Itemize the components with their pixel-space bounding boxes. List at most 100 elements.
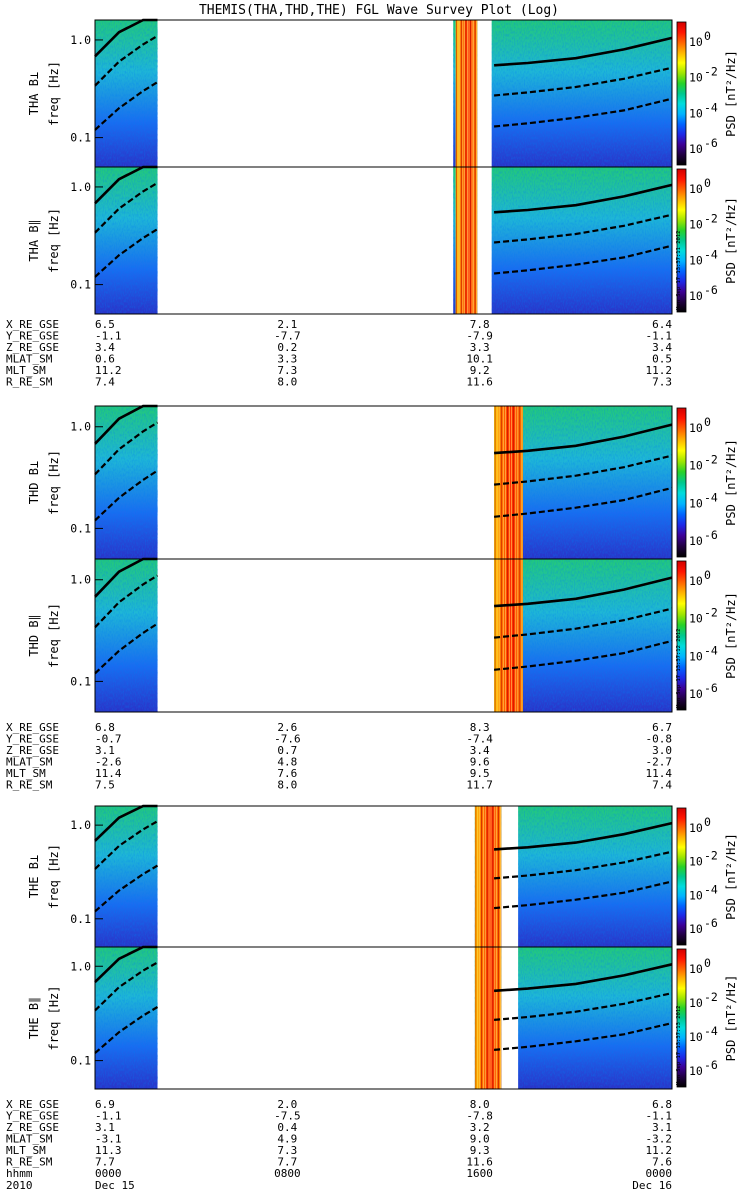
ephemeris-row-name: MLT_SM — [6, 1144, 46, 1157]
colorbar-tick-exponent: 0 — [704, 176, 711, 190]
spectrogram-texture — [95, 559, 158, 712]
colorbar-tick-base: 10 — [689, 821, 703, 835]
ephemeris-value: -7.6 — [274, 733, 301, 746]
colorbar — [676, 168, 687, 313]
gyrofrequency-curve — [494, 850, 673, 880]
colorbar-tick-base: 10 — [689, 35, 703, 49]
ephemeris-value: -7.8 — [466, 1110, 493, 1123]
panel-frame — [94, 558, 673, 713]
gyrofrequency-curve — [493, 1022, 673, 1051]
gyrofrequency-curve — [494, 821, 673, 851]
colorbar-tick-base: 10 — [689, 106, 703, 120]
gyrofrequency-curve — [493, 486, 673, 518]
colorbar-tick-exponent: -6 — [704, 681, 718, 695]
ephemeris-value: 0.7 — [277, 744, 297, 757]
time-tick-label: 1600 — [466, 1167, 493, 1180]
colorbar-tick-base: 10 — [689, 687, 703, 701]
ephemeris-value: 11.3 — [95, 1144, 122, 1157]
ephemeris-value: 0.5 — [652, 353, 672, 366]
ephemeris-row-name: MLAT_SM — [6, 353, 53, 366]
spectrogram-texture — [95, 167, 158, 314]
ephemeris-value: -7.7 — [274, 330, 301, 343]
ephemeris-value: 9.2 — [470, 364, 490, 377]
ephemeris-value: 3.1 — [652, 1121, 672, 1134]
ephemeris-row-name: Z_RE_GSE — [6, 341, 59, 354]
gyrofrequency-curve — [94, 1006, 159, 1054]
ephemeris-table: X_RE_GSE 6.5 2.1 7.8 6.4 Y_RE_GSE -1.1 -7.7 -7.9… — [6, 318, 672, 389]
ephemeris-value: 8.0 — [470, 1098, 490, 1111]
colorbar — [676, 948, 687, 1088]
panel-probe-label: THA B∥ — [27, 219, 41, 261]
gyrofrequency-curve — [494, 992, 673, 1021]
ephemeris-value: 10.1 — [466, 353, 493, 366]
time-axis-layer: hhmm 0000 0800 1600 0000 2010 Dec 15 Dec 16 — [6, 1167, 672, 1192]
panel-ylabel: freq [Hz] — [47, 450, 61, 515]
colorbar — [676, 807, 687, 946]
panel-probe-label: THE B⊥ — [27, 855, 41, 898]
ephemeris-row-name: MLT_SM — [6, 364, 46, 377]
ephemeris-value: 3.4 — [95, 341, 115, 354]
y-tick-label: 0.1 — [70, 1054, 91, 1068]
colorbar-tick-base: 10 — [689, 421, 703, 435]
ephemeris-value: 2.6 — [277, 721, 297, 734]
strong-emission-block — [474, 947, 502, 1089]
colorbar — [676, 560, 687, 711]
y-tick-label: 1.0 — [70, 573, 91, 587]
gyrofrequency-curve — [494, 36, 673, 67]
ephemeris-value: -1.1 — [646, 1110, 673, 1123]
ephemeris-value: -0.8 — [646, 733, 673, 746]
panel-frame — [94, 946, 673, 1090]
timestamp-stamp: Mon Sep 17 13:37:13 2012 — [676, 1006, 682, 1085]
ephemeris-value: 8.0 — [277, 376, 297, 389]
ephemeris-value: 6.5 — [95, 318, 115, 331]
ephemeris-value: -7.4 — [466, 733, 493, 746]
colorbar-tick-exponent: -2 — [704, 990, 718, 1004]
colorbar-tick-base: 10 — [689, 142, 703, 156]
colorbar-tick-exponent: 0 — [704, 29, 711, 43]
panel-probe-label: THA B⊥ — [27, 72, 41, 115]
ephemeris-row-name: R_RE_SM — [6, 1156, 53, 1169]
ephemeris-row-name: MLT_SM — [6, 767, 46, 780]
ephemeris-value: 7.4 — [95, 376, 115, 389]
ephemeris-value: 11.2 — [646, 1144, 673, 1157]
gyrofrequency-curve — [493, 213, 673, 244]
ephemeris-value: -0.7 — [95, 733, 122, 746]
panel-probe-label: THD B∥ — [27, 614, 41, 656]
ephemeris-value: 2.1 — [277, 318, 297, 331]
time-axis-start-date: Dec 15 — [95, 1179, 135, 1192]
y-tick-label: 0.1 — [70, 521, 91, 535]
colorbar-tick-base: 10 — [689, 922, 703, 936]
spectrogram-texture — [95, 20, 158, 167]
colorbar-tick-base: 10 — [689, 1030, 703, 1044]
colorbar-tick-base: 10 — [689, 289, 703, 303]
ephemeris-value: 8.0 — [277, 779, 297, 792]
gyrofrequency-curve — [94, 228, 159, 278]
time-tick-label: 0800 — [274, 1167, 301, 1180]
ephemeris-value: 3.4 — [652, 341, 672, 354]
colorbar-tick-base: 10 — [689, 996, 703, 1010]
time-axis-year: 2010 — [6, 1179, 33, 1192]
ephemeris-value: -7.9 — [466, 330, 493, 343]
colorbar-tick-exponent: -2 — [704, 65, 718, 79]
spectrogram-texture — [95, 406, 158, 559]
y-tick-label: 0.1 — [70, 278, 91, 292]
gyrofrequency-curve — [494, 880, 673, 910]
panel-ylabel: freq [Hz] — [47, 985, 61, 1050]
gyrofrequency-curve — [493, 454, 673, 486]
gyrofrequency-curve — [493, 607, 673, 639]
gyrofrequency-curve — [94, 864, 159, 913]
ephemeris-value: 2.0 — [277, 1098, 297, 1111]
ephemeris-value: 11.6 — [466, 376, 493, 389]
ephemeris-value: 9.6 — [470, 756, 490, 769]
colorbar-tick-exponent: 0 — [704, 815, 711, 829]
ephemeris-value: -1.1 — [646, 330, 673, 343]
panel-ylabel: freq [Hz] — [47, 603, 61, 668]
colorbar-tick-exponent: -4 — [704, 882, 718, 896]
colorbar-tick-base: 10 — [689, 496, 703, 510]
ephemeris-value: -7.5 — [274, 1110, 301, 1123]
colorbar-tick-base: 10 — [689, 534, 703, 548]
